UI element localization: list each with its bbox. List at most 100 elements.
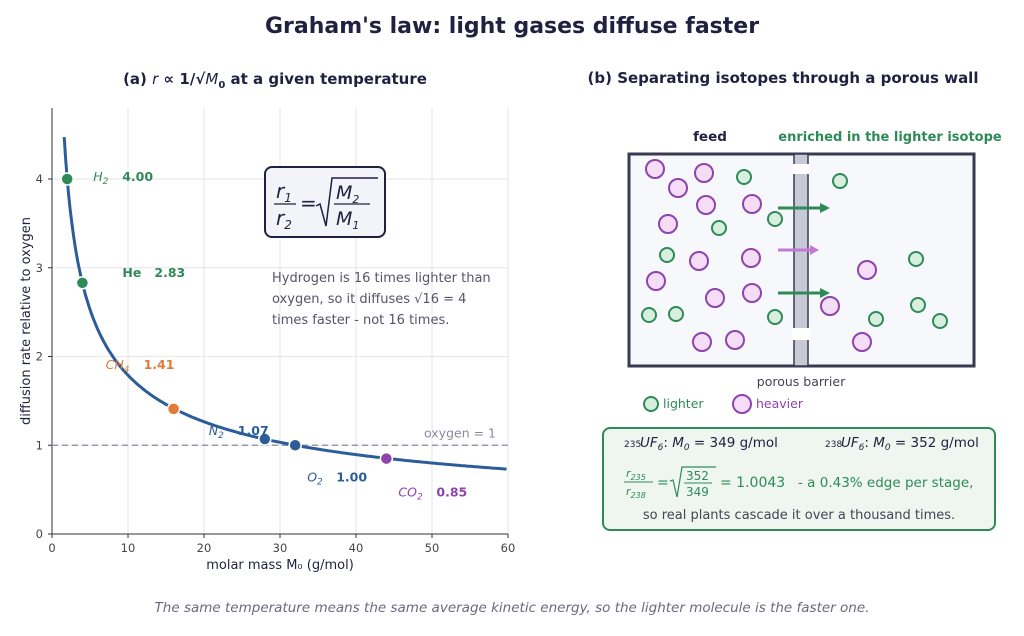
- heavy-molecule: [658, 214, 678, 234]
- point-ch4: [166, 402, 181, 416]
- heavy-molecule: [742, 194, 762, 214]
- page-title: Graham's law: light gases diffuse faster: [264, 14, 760, 39]
- svg-text:UF6: M0 = 352 g/mol: UF6: M0 = 352 g/mol: [841, 435, 979, 453]
- reference-label: oxygen = 1: [424, 425, 496, 440]
- light-molecule: [736, 169, 752, 185]
- legend-heavy: heavier: [756, 396, 804, 411]
- light-molecule: [908, 251, 924, 267]
- heavy-molecule: [646, 271, 666, 291]
- light-molecule: [711, 220, 727, 236]
- light-molecule: [868, 311, 884, 327]
- x-tick-label: 0: [48, 541, 55, 555]
- heavy-molecule: [852, 332, 872, 352]
- panel-b-subtitle: (b) Separating isotopes through a porous…: [587, 69, 979, 87]
- light-molecule: [767, 211, 783, 227]
- y-axis-label: diffusion rate relative to oxygen: [19, 217, 34, 425]
- value-label-ch4: 1.41: [144, 357, 175, 372]
- svg-text:238: 238: [825, 440, 842, 450]
- y-tick-label: 3: [36, 261, 43, 275]
- heavy-molecule: [696, 195, 716, 215]
- legend-light: lighter: [663, 396, 704, 411]
- heavy-molecule: [705, 288, 725, 308]
- light-molecule: [910, 297, 926, 313]
- molecules: [641, 159, 948, 352]
- heavy-molecule: [820, 296, 840, 316]
- x-tick-label: 30: [273, 541, 288, 555]
- y-tick-label: 0: [36, 527, 43, 541]
- svg-text:UF6: M0 = 349 g/mol: UF6: M0 = 349 g/mol: [640, 435, 778, 453]
- svg-text:r1: r1: [276, 179, 292, 205]
- gas-label-ch4: CH4: [106, 357, 130, 375]
- svg-text:r235: r235: [626, 467, 646, 482]
- gas-label-o2: O2: [307, 469, 323, 487]
- svg-text:r238: r238: [626, 485, 646, 500]
- heavy-molecule: [694, 163, 714, 183]
- point-co2: [379, 451, 394, 466]
- barrier-label: porous barrier: [757, 374, 846, 389]
- light-flow-arrow: [820, 288, 830, 298]
- svg-text:349: 349: [686, 485, 709, 499]
- x-tick-label: 10: [121, 541, 136, 555]
- isotope-separation-diagram: feed enriched in the lighter isotope por…: [627, 129, 1002, 414]
- heavy-molecule: [741, 248, 761, 268]
- ratio-text: - a 0.43% edge per stage,: [798, 475, 973, 491]
- light-molecule: [932, 313, 948, 329]
- hydrogen-note: Hydrogen is 16 times lighter than oxygen…: [272, 271, 491, 328]
- heavy-molecule: [692, 332, 712, 352]
- value-label-co2: 0.85: [436, 485, 467, 500]
- svg-text:235: 235: [624, 440, 641, 450]
- y-tick-label: 2: [36, 350, 43, 364]
- y-ticks: 0 1 2 3 4: [36, 172, 52, 541]
- svg-text:r2: r2: [276, 206, 292, 232]
- feed-label: feed: [693, 129, 727, 145]
- point-n2: [258, 432, 272, 446]
- barrier-pore: [792, 328, 810, 340]
- light-molecule: [832, 173, 848, 189]
- gas-label-co2: CO2: [398, 485, 423, 503]
- point-h2: [60, 172, 74, 186]
- isotope-info-box: 235 UF6: M0 = 349 g/mol 238 UF6: M0 = 35…: [602, 427, 996, 531]
- ratio-value: = 1.0043: [720, 475, 785, 491]
- svg-text:M1: M1: [336, 208, 359, 232]
- value-label-n2: 1.07: [238, 423, 269, 438]
- heavy-molecule: [742, 283, 762, 303]
- x-tick-label: 50: [425, 541, 440, 555]
- x-axis-label: molar mass M₀ (g/mol): [206, 558, 354, 573]
- gas-label-n2: N2: [209, 423, 224, 441]
- value-label-he: 2.83: [154, 265, 185, 280]
- heavy-molecule: [857, 260, 877, 280]
- heavy-molecule: [689, 251, 709, 271]
- x-tick-label: 60: [501, 541, 516, 555]
- x-ticks: 0 10 20 30 40 50 60: [48, 534, 515, 555]
- panel-a-subtitle: (a) r ∝ 1/√M0 at a given temperature: [123, 70, 427, 91]
- graham-formula-box: r1 r2 = M2 M1: [264, 166, 386, 238]
- enriched-label: enriched in the lighter isotope: [778, 130, 1002, 145]
- gas-label-he: He: [122, 265, 141, 280]
- svg-text:352: 352: [686, 469, 709, 483]
- value-label-h2: 4.00: [122, 169, 153, 184]
- gas-label-h2: H2: [93, 169, 108, 187]
- svg-text:=: =: [300, 191, 317, 215]
- light-molecule: [767, 309, 783, 325]
- svg-text:M2: M2: [336, 182, 359, 206]
- data-points: H2 4.00 He 2.83 CH4 1.41 N2 1.07 O2 1.00 CO2 0.85: [60, 169, 467, 503]
- heavy-flow-arrow: [810, 245, 819, 255]
- legend-light-marker: [643, 396, 659, 412]
- light-molecule: [641, 307, 657, 323]
- x-tick-label: 20: [197, 541, 212, 555]
- legend-heavy-marker: [732, 394, 752, 414]
- svg-text:=: =: [657, 475, 669, 491]
- light-molecule: [668, 306, 684, 322]
- light-molecule: [659, 247, 675, 263]
- point-he: [75, 276, 90, 290]
- point-o2: [288, 438, 302, 452]
- y-tick-label: 4: [36, 172, 43, 186]
- heavy-molecule: [645, 159, 665, 179]
- x-tick-label: 40: [349, 541, 364, 555]
- rate-curve: [62, 137, 507, 471]
- heavy-molecule: [668, 178, 688, 198]
- y-tick-label: 1: [36, 438, 43, 452]
- value-label-o2: 1.00: [336, 469, 367, 484]
- barrier-pore: [792, 164, 810, 174]
- heavy-molecule: [725, 330, 745, 350]
